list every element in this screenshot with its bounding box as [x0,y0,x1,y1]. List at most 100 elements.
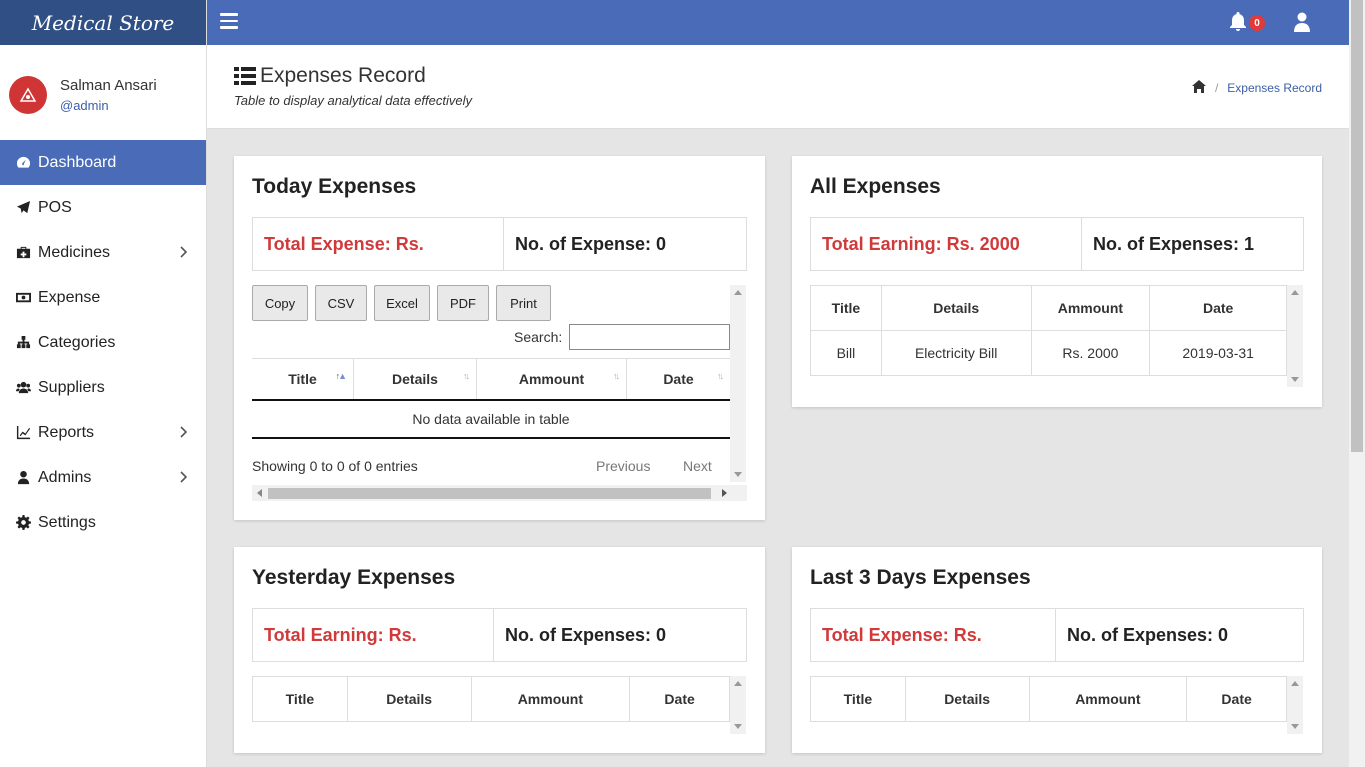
column-header-amount[interactable]: Ammount [1028,676,1188,722]
column-header-title[interactable]: Title ↑▲ [252,359,354,399]
brand-logo[interactable]: Medical Store [0,0,206,45]
sidebar-item-admins[interactable]: Admins [0,455,206,500]
expense-count-stat: No. of Expenses: 1 [1093,233,1255,254]
column-header-details[interactable]: Details [346,676,472,722]
cell-date: 2019-03-31 [1149,330,1287,376]
export-buttons: Copy CSV Excel PDF Print [252,285,730,321]
sidebar-item-label: Categories [38,333,116,351]
sidebar-item-dashboard[interactable]: Dashboard [0,140,206,185]
sidebar-item-expense[interactable]: Expense [0,275,206,320]
card-title: Today Expenses [252,175,417,198]
table-info: Showing 0 to 0 of 0 entries [252,458,418,474]
table-vertical-scrollbar[interactable] [1287,285,1303,387]
column-header-amount[interactable]: Ammount [470,676,631,722]
total-expense-stat: Total Expense: Rs. [811,609,1056,661]
user-name: Salman Ansari [60,76,157,94]
card-title: Yesterday Expenses [252,566,456,589]
print-button[interactable]: Print [496,285,551,321]
sidebar-item-label: Medicines [38,243,111,261]
all-expenses-card: All Expenses Total Earning: Rs. 2000 No.… [792,156,1322,407]
csv-button[interactable]: CSV [315,285,367,321]
total-earning-stat: Total Earning: Rs. [253,609,494,661]
stats-row: Total Expense: Rs. No. of Expenses: 0 [810,608,1304,662]
page-vertical-scrollbar[interactable] [1349,0,1365,767]
column-header-title[interactable]: Title [810,285,882,331]
sidebar-item-categories[interactable]: Categories [0,320,206,365]
total-earning-stat: Total Earning: Rs. 2000 [811,218,1082,270]
money-icon [15,289,32,306]
column-header-details[interactable]: Details [880,285,1032,331]
medkit-icon [15,244,32,261]
home-icon[interactable] [1191,80,1206,96]
empty-table-message: No data available in table [252,401,730,439]
notification-bell-icon[interactable] [1229,12,1249,34]
breadcrumb: / Expenses Record [1191,80,1322,96]
sitemap-icon [15,334,32,351]
column-header-title[interactable]: Title [810,676,906,722]
table-vertical-scrollbar[interactable] [730,676,746,734]
expenses-table: Title Details Ammount Date Bill Electric… [810,285,1287,376]
expenses-table: Title Details Ammount Date [252,676,730,722]
yesterday-expenses-card: Yesterday Expenses Total Earning: Rs. No… [234,547,765,753]
user-icon [15,469,32,486]
menu-toggle-icon[interactable] [220,13,238,29]
chevron-right-icon [180,425,192,439]
column-header-date[interactable]: Date [629,676,730,722]
dashboard-icon [15,154,32,171]
table-horizontal-scrollbar[interactable] [252,485,747,501]
search-input[interactable] [569,324,730,350]
next-page-button[interactable]: Next [683,458,712,474]
column-header-date[interactable]: Date ↑↓ [663,371,724,387]
previous-page-button[interactable]: Previous [596,458,651,474]
column-header-details[interactable]: Details ↑↓ [354,359,477,399]
sidebar-item-label: Expense [38,288,101,306]
top-navbar: 0 [207,0,1349,45]
sidebar-item-pos[interactable]: POS [0,185,206,230]
avatar [9,75,47,114]
search-label: Search: [514,329,563,345]
table-vertical-scrollbar[interactable] [730,285,746,482]
sidebar-item-label: Admins [38,468,92,486]
user-panel: Salman Ansari @admin [0,45,206,140]
excel-button[interactable]: Excel [374,285,430,321]
user-menu-icon[interactable] [1294,12,1310,32]
table-header: Title ↑▲ Details ↑↓ Ammount ↑↓ Date ↑↓ [252,358,730,401]
column-header-title[interactable]: Title [252,676,348,722]
last-3-days-expenses-card: Last 3 Days Expenses Total Expense: Rs. … [792,547,1322,753]
expense-count-stat: No. of Expenses: 0 [1067,624,1229,645]
table-vertical-scrollbar[interactable] [1287,676,1303,734]
column-header-amount[interactable]: Ammount ↑↓ [477,359,627,399]
expense-count-stat: No. of Expenses: 0 [505,624,667,645]
sidebar-item-label: Settings [38,513,96,531]
today-expenses-card: Today Expenses Total Expense: Rs. No. of… [234,156,765,520]
column-header-date[interactable]: Date [1149,285,1287,331]
table-list-icon [234,67,256,85]
column-header-details[interactable]: Details [904,676,1030,722]
sidebar-item-reports[interactable]: Reports [0,410,206,455]
sidebar-item-label: Reports [38,423,95,441]
column-header-amount[interactable]: Ammount [1030,285,1151,331]
cell-title: Bill [810,330,882,376]
paper-plane-icon [15,199,32,216]
total-expense-stat: Total Expense: Rs. [253,218,504,270]
page-title-text: Expenses Record [260,64,426,87]
sidebar-item-medicines[interactable]: Medicines [0,230,206,275]
notification-count-badge: 0 [1249,15,1265,31]
sidebar-item-settings[interactable]: Settings [0,500,206,545]
column-header-date[interactable]: Date [1186,676,1287,722]
users-icon [15,379,32,396]
stats-row: Total Expense: Rs. No. of Expense: 0 [252,217,747,271]
pdf-button[interactable]: PDF [437,285,489,321]
copy-button[interactable]: Copy [252,285,308,321]
sidebar-item-label: Dashboard [38,153,117,171]
user-handle: @admin [60,97,109,113]
sidebar: Medical Store Salman Ansari @admin Dashb… [0,0,207,767]
page-header: Expenses Record Table to display analyti… [207,45,1349,129]
sidebar-item-suppliers[interactable]: Suppliers [0,365,206,410]
card-title: All Expenses [810,175,941,198]
scrollbar-thumb[interactable] [1351,0,1363,452]
gear-icon [15,514,32,531]
chevron-right-icon [180,245,192,259]
breadcrumb-current[interactable]: Expenses Record [1227,81,1322,95]
cell-details: Electricity Bill [880,330,1032,376]
